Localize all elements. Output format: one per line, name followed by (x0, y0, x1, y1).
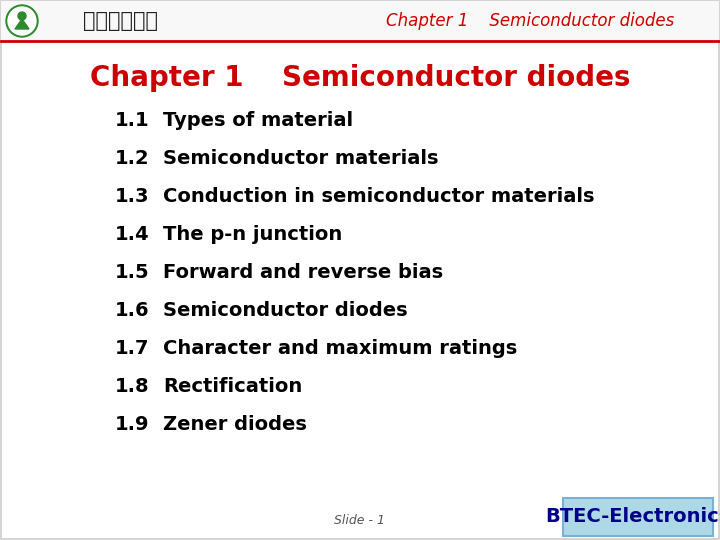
Text: BTEC-Electronics: BTEC-Electronics (545, 508, 720, 526)
Text: Zener diodes: Zener diodes (163, 415, 307, 434)
Circle shape (6, 5, 38, 37)
Polygon shape (15, 19, 29, 29)
Text: Character and maximum ratings: Character and maximum ratings (163, 339, 517, 357)
Text: 1.6: 1.6 (115, 300, 150, 320)
Bar (1, 1, 719, 40)
Text: 1.8: 1.8 (115, 376, 150, 395)
Text: Semiconductor diodes: Semiconductor diodes (163, 300, 408, 320)
Text: Rectification: Rectification (163, 376, 302, 395)
Circle shape (18, 12, 26, 20)
Text: 1.3: 1.3 (115, 186, 150, 206)
Text: Chapter 1    Semiconductor diodes: Chapter 1 Semiconductor diodes (386, 12, 674, 30)
Text: Semiconductor materials: Semiconductor materials (163, 148, 438, 167)
Text: 1.2: 1.2 (115, 148, 150, 167)
Text: Types of material: Types of material (163, 111, 353, 130)
Text: 1.4: 1.4 (115, 225, 150, 244)
Text: Forward and reverse bias: Forward and reverse bias (163, 262, 443, 281)
Text: Slide - 1: Slide - 1 (335, 514, 385, 526)
Text: 1.5: 1.5 (115, 262, 150, 281)
Text: 1.7: 1.7 (115, 339, 150, 357)
Text: 1.9: 1.9 (115, 415, 150, 434)
Text: 广东教育学院: 广东教育学院 (83, 11, 158, 31)
FancyBboxPatch shape (563, 498, 713, 536)
Text: Chapter 1    Semiconductor diodes: Chapter 1 Semiconductor diodes (90, 64, 630, 92)
Text: The p-n junction: The p-n junction (163, 225, 342, 244)
Text: Conduction in semiconductor materials: Conduction in semiconductor materials (163, 186, 595, 206)
Circle shape (8, 7, 36, 35)
Text: 1.1: 1.1 (115, 111, 150, 130)
